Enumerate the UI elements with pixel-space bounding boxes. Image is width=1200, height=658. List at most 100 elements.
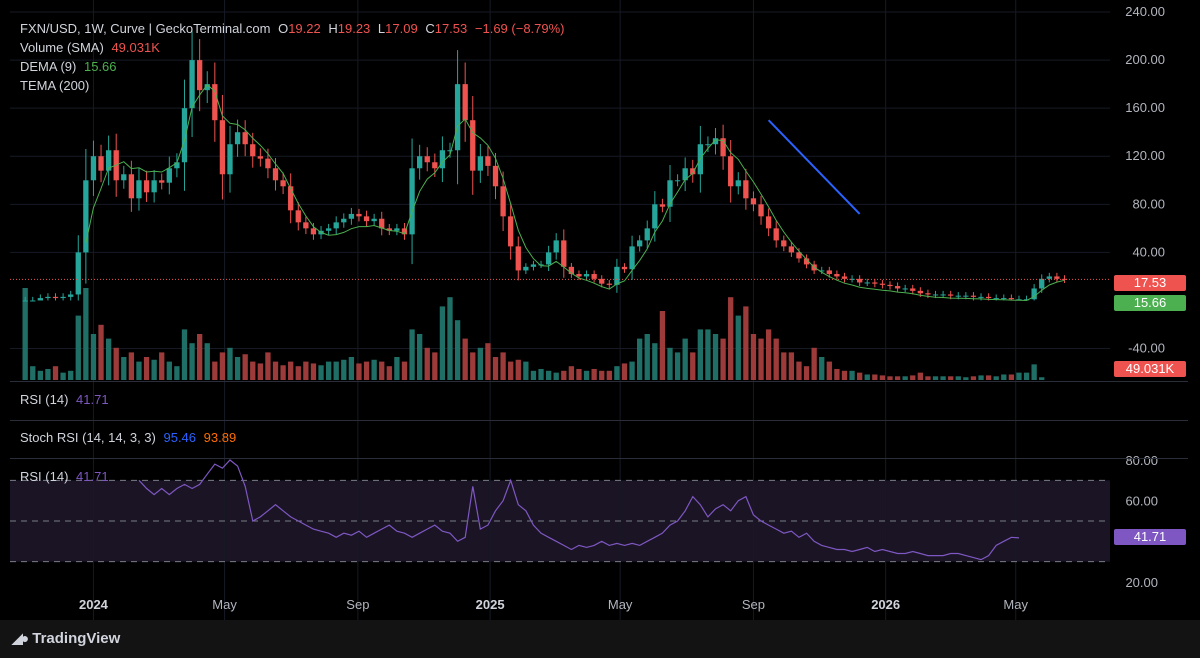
volume-bar [22, 288, 28, 380]
volume-bar [857, 372, 863, 380]
stoch-rsi-legend[interactable]: Stoch RSI (14, 14, 3, 3) 95.46 93.89 [20, 430, 240, 446]
volume-bar [985, 375, 992, 380]
volume-bar [819, 357, 825, 380]
candle-body [781, 240, 787, 247]
candle-body [439, 150, 446, 169]
volume-legend[interactable]: Volume (SMA) 49.031K [20, 40, 164, 56]
volume-bar [288, 361, 294, 380]
volume-bar [690, 352, 696, 380]
time-axis-tick: 2024 [79, 597, 109, 612]
ohlc-high: H19.23 [328, 21, 371, 36]
candle-body [1061, 278, 1068, 280]
candle-body [902, 288, 908, 290]
candle-body [583, 274, 590, 277]
candle-body [948, 294, 954, 296]
volume-bar [417, 334, 423, 380]
candle-body [197, 60, 203, 91]
volume-bar [379, 361, 385, 380]
candle-body [477, 156, 483, 171]
volume-bar [477, 347, 483, 380]
tema-legend[interactable]: TEMA (200) [20, 78, 93, 94]
volume-bar [272, 361, 279, 380]
volume-bar [758, 338, 764, 380]
volume-bar [454, 320, 461, 380]
volume-bar [83, 288, 89, 380]
volume-bar [637, 338, 643, 380]
pane-separator[interactable] [10, 381, 1188, 382]
volume-bar [902, 376, 908, 380]
symbol-legend: FXN/USD, 1W, Curve | GeckoTerminal.com O… [20, 21, 569, 37]
volume-bar [295, 366, 301, 380]
pane-separator[interactable] [10, 420, 1188, 421]
volume-bar [1008, 374, 1015, 380]
candle-body [803, 258, 810, 265]
volume-bar [30, 366, 36, 380]
candle-body [523, 266, 529, 271]
dema-line [85, 83, 1065, 302]
volume-bar [940, 376, 946, 380]
time-axis-tick: May [212, 597, 237, 612]
stoch-rsi-label: Stoch RSI (14, 14, 3, 3) [20, 430, 156, 445]
volume-bar [682, 338, 688, 380]
volume-bar [424, 347, 430, 380]
candle-body [970, 295, 977, 297]
symbol-title[interactable]: FXN/USD, 1W, Curve | GeckoTerminal.com [20, 21, 271, 36]
volume-bar [151, 359, 157, 380]
candle-body [1001, 298, 1007, 300]
candle-body [379, 218, 385, 229]
rsi-line [138, 459, 1020, 561]
volume-bar [568, 366, 575, 380]
volume-bar [105, 338, 112, 380]
pane-separator[interactable] [10, 458, 1188, 459]
volume-bar [197, 334, 203, 380]
candle-body [136, 180, 142, 199]
volume-bar [409, 329, 415, 380]
volume-bar [523, 361, 529, 380]
candle-body [993, 298, 999, 300]
volume-bar [492, 357, 499, 380]
tradingview-logo[interactable]: ◢● TradingView [12, 630, 120, 647]
time-axis-tick: 2025 [476, 597, 505, 612]
volume-bar [970, 376, 977, 380]
candle-body [242, 132, 248, 145]
rsi-axis-tick: 20.00 [1125, 575, 1158, 590]
ohlc-low: L17.09 [377, 21, 418, 36]
volume-bar [1031, 364, 1037, 380]
volume-bar [508, 361, 514, 380]
time-axis-tick: May [608, 597, 633, 612]
volume-bar [591, 368, 597, 380]
candle-body [1039, 278, 1045, 289]
candle-body [955, 295, 961, 297]
candle-body [879, 283, 886, 285]
rsi-pane-label: RSI (14) [20, 469, 69, 484]
volume-bar [849, 370, 855, 380]
candle-body [545, 252, 552, 265]
price-axis-tick: 200.00 [1125, 52, 1165, 67]
rsi-collapsed-legend[interactable]: RSI (14) 41.71 [20, 392, 113, 408]
volume-bar [113, 347, 119, 380]
candle-body [690, 168, 696, 175]
dema-legend[interactable]: DEMA (9) 15.66 [20, 59, 121, 75]
volume-bar [561, 370, 567, 380]
time-axis-tick: Sep [742, 597, 765, 612]
candle-body [978, 296, 984, 298]
candle-body [143, 180, 150, 193]
candle-body [872, 282, 878, 284]
candle-body [1023, 299, 1030, 301]
candle-body [288, 186, 294, 211]
volume-bar [212, 361, 218, 380]
volume-bar [242, 354, 248, 380]
rsi-pane-legend[interactable]: RSI (14) 41.71 [20, 469, 113, 485]
volume-bar [773, 338, 779, 380]
volume-bar [811, 347, 817, 380]
candle-body [568, 266, 575, 275]
candle-body [386, 228, 392, 231]
candle-body [280, 180, 286, 187]
volume-bar [37, 370, 43, 380]
volume-bar [189, 343, 195, 380]
candle-body [204, 84, 210, 91]
candle-body [310, 228, 317, 235]
volume-bar [553, 372, 559, 380]
